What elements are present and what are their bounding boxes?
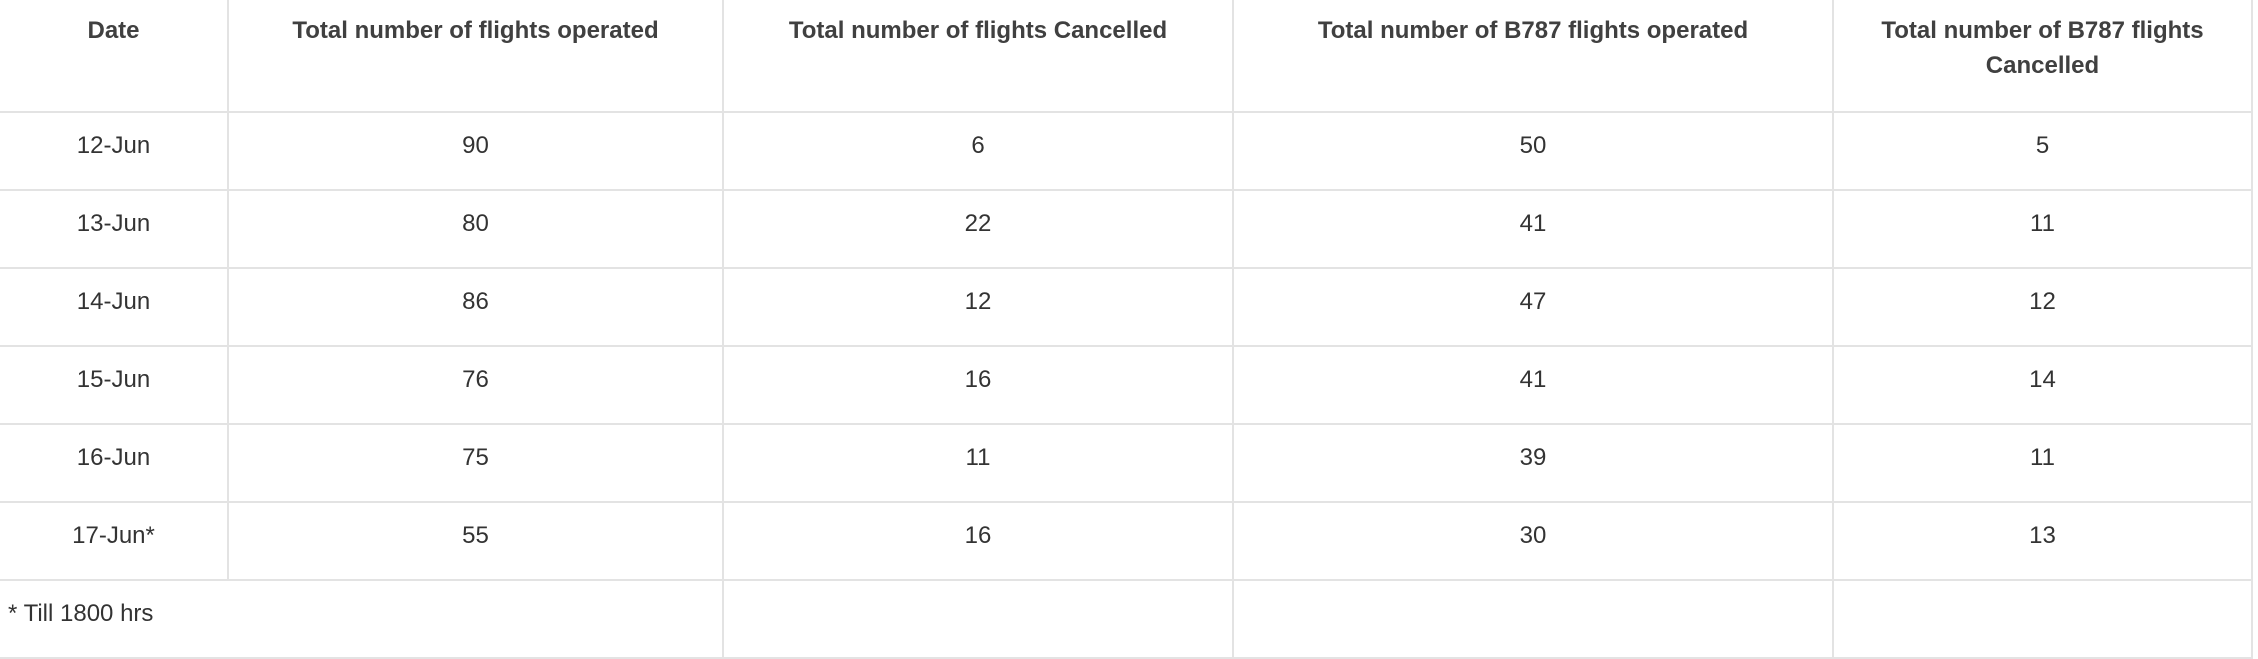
header-b787-operated: Total number of B787 flights operated (1232, 0, 1834, 113)
table-header-row: Date Total number of flights operated To… (0, 0, 2253, 113)
table-row: 14-Jun 86 12 47 12 (0, 268, 2253, 347)
cell-date: 12-Jun (0, 112, 229, 191)
cell-flights-operated: 76 (227, 346, 724, 425)
cell-b787-cancelled: 5 (1832, 112, 2253, 191)
cell-b787-cancelled: 12 (1832, 268, 2253, 347)
header-b787-cancelled: Total number of B787 flights Cancelled (1832, 0, 2253, 113)
header-flights-cancelled: Total number of flights Cancelled (722, 0, 1234, 113)
cell-flights-cancelled: 16 (722, 346, 1234, 425)
cell-date: 15-Jun (0, 346, 229, 425)
cell-flights-cancelled: 6 (722, 112, 1234, 191)
table-row: 12-Jun 90 6 50 5 (0, 112, 2253, 191)
cell-flights-operated: 75 (227, 424, 724, 503)
footnote-row: * Till 1800 hrs (0, 580, 2253, 659)
cell-b787-operated: 39 (1232, 424, 1834, 503)
cell-b787-operated: 41 (1232, 346, 1834, 425)
empty-cell (1232, 580, 1834, 659)
empty-cell (1832, 580, 2253, 659)
cell-flights-cancelled: 11 (722, 424, 1234, 503)
table-row: 17-Jun* 55 16 30 13 (0, 502, 2253, 581)
cell-date: 14-Jun (0, 268, 229, 347)
table-row: 15-Jun 76 16 41 14 (0, 346, 2253, 425)
cell-flights-operated: 86 (227, 268, 724, 347)
cell-b787-operated: 41 (1232, 190, 1834, 269)
header-date: Date (0, 0, 229, 113)
footnote: * Till 1800 hrs (0, 580, 724, 659)
cell-b787-cancelled: 13 (1832, 502, 2253, 581)
cell-b787-operated: 47 (1232, 268, 1834, 347)
table-row: 16-Jun 75 11 39 11 (0, 424, 2253, 503)
cell-flights-operated: 80 (227, 190, 724, 269)
cell-date: 13-Jun (0, 190, 229, 269)
cell-b787-operated: 50 (1232, 112, 1834, 191)
cell-flights-cancelled: 12 (722, 268, 1234, 347)
cell-flights-operated: 90 (227, 112, 724, 191)
cell-date: 16-Jun (0, 424, 229, 503)
cell-date: 17-Jun* (0, 502, 229, 581)
cell-b787-cancelled: 11 (1832, 424, 2253, 503)
empty-cell (722, 580, 1234, 659)
cell-b787-cancelled: 14 (1832, 346, 2253, 425)
table-row: 13-Jun 80 22 41 11 (0, 190, 2253, 269)
cell-flights-cancelled: 16 (722, 502, 1234, 581)
cell-flights-operated: 55 (227, 502, 724, 581)
cell-b787-operated: 30 (1232, 502, 1834, 581)
cell-b787-cancelled: 11 (1832, 190, 2253, 269)
cell-flights-cancelled: 22 (722, 190, 1234, 269)
header-flights-operated: Total number of flights operated (227, 0, 724, 113)
